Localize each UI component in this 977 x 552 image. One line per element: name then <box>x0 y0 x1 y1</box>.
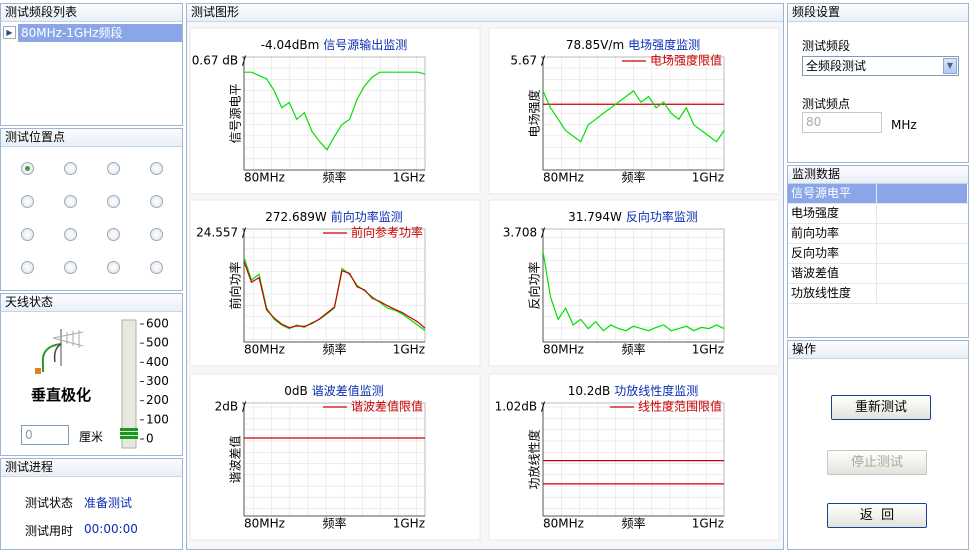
position-radio[interactable] <box>107 162 120 175</box>
slider-thumb[interactable] <box>120 428 138 439</box>
dropdown-button[interactable]: ▼ <box>943 58 957 74</box>
time-label: 测试用时 <box>25 524 74 538</box>
height-unit: 厘米 <box>79 430 104 444</box>
scale-tick-label: 400 <box>146 355 169 369</box>
band-select[interactable]: 全频段测试 ▼ <box>802 56 959 76</box>
scale-tick-label: 200 <box>146 393 169 407</box>
position-radio[interactable] <box>64 261 77 274</box>
panel-title: 天线状态 <box>1 294 182 312</box>
monitor-row-value <box>877 284 967 303</box>
stop-button: 停止测试 <box>827 450 927 475</box>
monitor-row[interactable]: 谐波差值 <box>788 264 968 284</box>
status-label: 测试状态 <box>25 496 74 510</box>
scale-tick-label: 100 <box>146 412 169 426</box>
freq-input[interactable]: 80 <box>802 112 882 133</box>
panel-title: 测试频段列表 <box>1 4 182 22</box>
monitor-row[interactable]: 电场强度 <box>788 204 968 224</box>
polarization: 垂直极化 <box>30 386 91 404</box>
band-item-text: 80MHz-1GHz频段 <box>18 24 182 42</box>
height-slider[interactable]: 600 500 400 300 200 100 0 <box>111 314 181 454</box>
slider-track <box>121 319 137 449</box>
position-radio[interactable] <box>64 228 77 241</box>
scale-tick-label: 300 <box>146 374 169 388</box>
band-select-value: 全频段测试 <box>806 59 867 73</box>
position-radio[interactable] <box>150 261 163 274</box>
freq-label: 测试频点 <box>802 97 851 111</box>
monitor-row-label: 信号源电平 <box>788 184 877 203</box>
monitor-row-label: 电场强度 <box>788 204 877 223</box>
monitor-row[interactable]: 前向功率 <box>788 224 968 244</box>
panel-title: 操作 <box>788 341 968 359</box>
monitor-row-value <box>877 224 967 243</box>
position-radio[interactable] <box>64 162 77 175</box>
position-radio[interactable] <box>21 228 34 241</box>
status-value: 准备测试 <box>84 496 133 510</box>
position-radio[interactable] <box>150 195 163 208</box>
band-list-panel: 测试频段列表 ▶ 80MHz-1GHz频段 <box>0 3 183 126</box>
position-radio[interactable] <box>150 162 163 175</box>
monitor-row-label: 功放线性度 <box>788 284 877 303</box>
monitor-row-value <box>877 184 967 203</box>
position-radio[interactable] <box>150 228 163 241</box>
height-input[interactable]: 0 <box>21 425 69 445</box>
progress-panel: 测试进程 测试状态 准备测试 测试用时 00:00:00 <box>0 458 183 550</box>
monitor-row-value <box>877 244 967 263</box>
position-radio[interactable] <box>64 195 77 208</box>
monitor-row-label: 前向功率 <box>788 224 877 243</box>
band-item[interactable]: ▶ 80MHz-1GHz频段 <box>1 24 182 42</box>
position-radio[interactable] <box>21 195 34 208</box>
positions-panel: 测试位置点 <box>0 128 183 291</box>
freq-unit: MHz <box>891 118 917 132</box>
monitor-row-value <box>877 204 967 223</box>
monitor-row[interactable]: 功放线性度 <box>788 284 968 304</box>
scale-tick-label: 500 <box>146 336 169 350</box>
position-radio[interactable] <box>107 228 120 241</box>
monitor-row-label: 反向功率 <box>788 244 877 263</box>
scale-tick-label: 0 <box>146 432 154 446</box>
row-indicator: ▶ <box>3 26 16 39</box>
position-radio[interactable] <box>107 261 120 274</box>
panel-title: 测试进程 <box>1 459 182 477</box>
monitor-row-label: 谐波差值 <box>788 264 877 283</box>
band-settings-panel: 频段设置 测试频段 全频段测试 ▼ 测试频点 80 MHz <box>787 3 969 163</box>
position-radio[interactable] <box>107 195 120 208</box>
panel-title: 频段设置 <box>788 4 968 22</box>
antenna-icon <box>35 329 84 374</box>
panel-title: 监测数据 <box>788 166 968 184</box>
scale-tick-label: 600 <box>146 317 169 331</box>
radio-dot <box>25 166 30 171</box>
operations-panel: 操作 重新测试 停止测试 返 回 <box>787 340 969 550</box>
band-label: 测试频段 <box>802 39 851 53</box>
monitor-row[interactable]: 反向功率 <box>788 244 968 264</box>
time-value: 00:00:00 <box>84 522 138 536</box>
monitor-panel: 监测数据 信号源电平 电场强度 前向功率 反向功率 谐波差值 功放线性度 <box>787 165 969 338</box>
retest-button[interactable]: 重新测试 <box>831 395 931 420</box>
graphs-panel: 测试图形 <box>186 3 784 550</box>
monitor-row-value <box>877 264 967 283</box>
position-radio[interactable] <box>21 261 34 274</box>
back-button[interactable]: 返 回 <box>827 503 927 528</box>
position-radio[interactable] <box>21 162 34 175</box>
panel-title: 测试图形 <box>187 4 783 22</box>
panel-title: 测试位置点 <box>1 129 182 147</box>
monitor-row[interactable]: 信号源电平 <box>788 184 968 204</box>
antenna-panel: 天线状态 垂直极化 0 厘米 600 500 400 300 200 100 0 <box>0 293 183 456</box>
